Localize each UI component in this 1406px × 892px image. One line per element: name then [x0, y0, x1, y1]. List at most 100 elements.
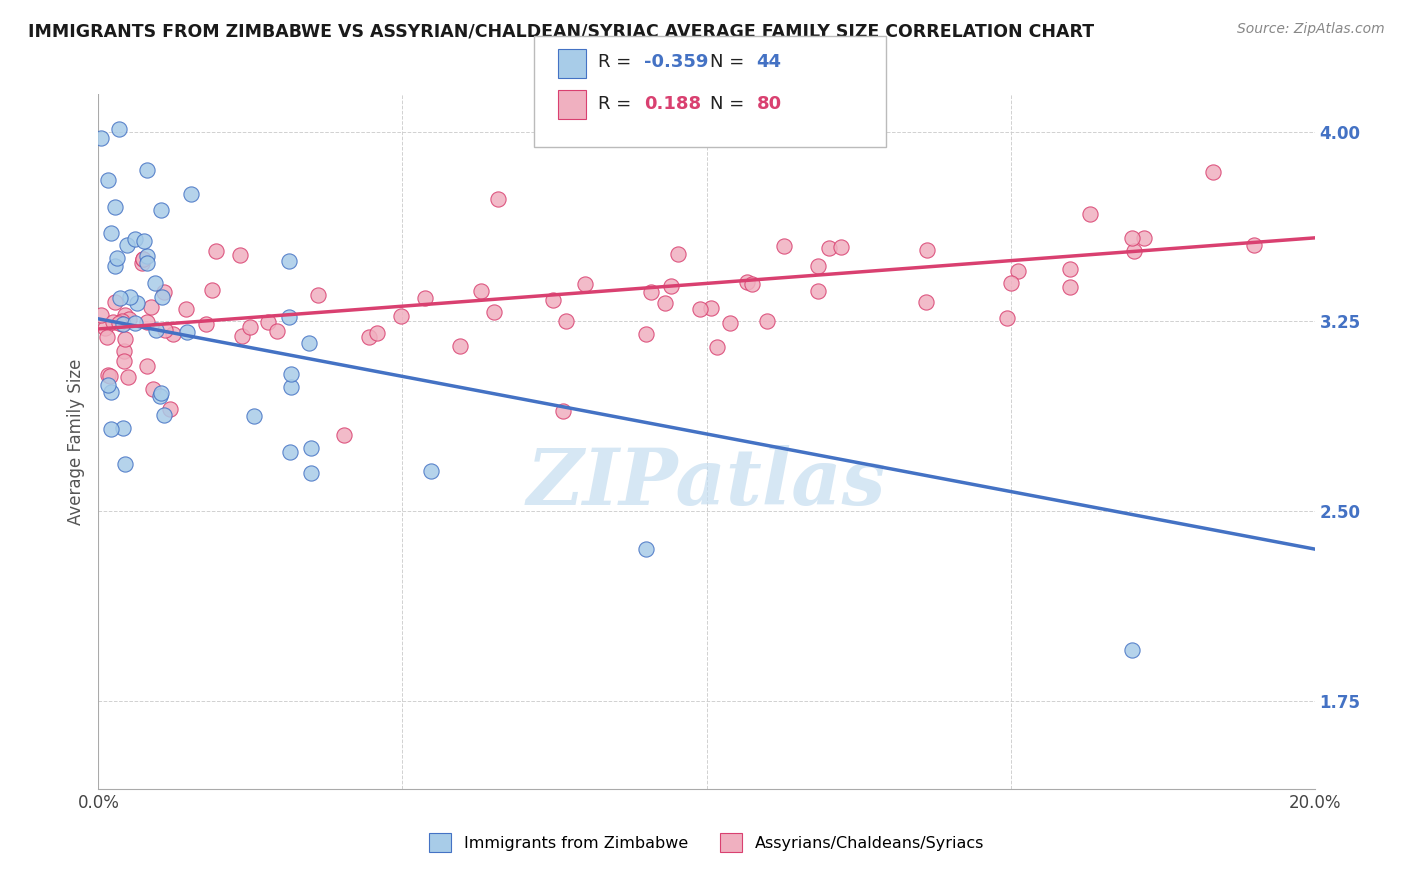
Text: ZIPatlas: ZIPatlas — [527, 445, 886, 522]
Legend: Immigrants from Zimbabwe, Assyrians/Chaldeans/Syriacs: Immigrants from Zimbabwe, Assyrians/Chal… — [422, 827, 991, 858]
Point — [239, 320, 262, 334]
Point — [142, 382, 165, 396]
Point — [1059, 261, 1081, 276]
Point — [1133, 231, 1156, 245]
Point — [228, 248, 250, 262]
Point — [634, 542, 657, 557]
Point — [204, 244, 226, 258]
Point — [280, 367, 302, 381]
Point — [136, 162, 159, 177]
Y-axis label: Average Family Size: Average Family Size — [66, 359, 84, 524]
Point — [136, 315, 159, 329]
Text: N =: N = — [710, 54, 749, 71]
Point — [124, 317, 146, 331]
Point — [101, 314, 124, 328]
Point — [1059, 279, 1081, 293]
Point — [574, 277, 596, 292]
Point — [94, 320, 117, 334]
Point — [914, 294, 936, 309]
Point — [114, 457, 136, 471]
Point — [1201, 165, 1223, 179]
Point — [307, 287, 329, 301]
Point — [555, 314, 578, 328]
Point — [449, 339, 471, 353]
Point — [654, 295, 676, 310]
Text: -0.359: -0.359 — [644, 54, 709, 71]
Point — [120, 290, 142, 304]
Point — [201, 283, 224, 297]
Point — [419, 464, 441, 478]
Text: N =: N = — [710, 95, 749, 113]
Point — [299, 441, 322, 455]
Point — [100, 385, 122, 400]
Point — [706, 340, 728, 354]
Point — [134, 234, 156, 248]
Point — [1007, 264, 1029, 278]
Point — [112, 353, 135, 368]
Point — [174, 302, 197, 317]
Point — [139, 300, 162, 314]
Point — [132, 252, 155, 266]
Point — [741, 277, 763, 292]
Point — [1121, 231, 1143, 245]
Point — [149, 389, 172, 403]
Point — [150, 290, 173, 304]
Point — [756, 314, 779, 328]
Point — [90, 308, 112, 322]
Point — [162, 327, 184, 342]
Point — [807, 285, 830, 299]
Point — [124, 232, 146, 246]
Point — [299, 466, 322, 480]
Point — [277, 253, 299, 268]
Point — [98, 368, 121, 383]
Point — [136, 249, 159, 263]
Text: IMMIGRANTS FROM ZIMBABWE VS ASSYRIAN/CHALDEAN/SYRIAC AVERAGE FAMILY SIZE CORRELA: IMMIGRANTS FROM ZIMBABWE VS ASSYRIAN/CHA… — [28, 22, 1094, 40]
Point — [541, 293, 564, 307]
Point — [359, 329, 381, 343]
Point — [470, 285, 492, 299]
Point — [150, 202, 173, 217]
Point — [231, 329, 253, 343]
Point — [915, 243, 938, 257]
Point — [280, 380, 302, 394]
Point — [115, 238, 138, 252]
Point — [830, 240, 852, 254]
Point — [634, 326, 657, 341]
Point — [735, 275, 758, 289]
Point — [482, 304, 505, 318]
Point — [243, 409, 266, 423]
Point — [773, 238, 796, 252]
Point — [366, 326, 388, 340]
Point — [127, 296, 149, 310]
Point — [553, 403, 575, 417]
Point — [100, 226, 122, 240]
Point — [1078, 207, 1101, 221]
Point — [1123, 244, 1146, 259]
Point — [155, 323, 177, 337]
Point — [100, 421, 122, 435]
Point — [640, 285, 662, 299]
Point — [700, 301, 723, 315]
Point — [104, 259, 127, 273]
Point — [152, 409, 174, 423]
Point — [90, 131, 112, 145]
Point — [104, 200, 127, 214]
Point — [278, 445, 301, 459]
Point — [97, 378, 120, 392]
Text: Source: ZipAtlas.com: Source: ZipAtlas.com — [1237, 22, 1385, 37]
Text: 80: 80 — [756, 95, 782, 113]
Point — [194, 318, 217, 332]
Point — [136, 359, 159, 374]
Point — [104, 295, 127, 310]
Point — [176, 325, 198, 339]
Point — [807, 259, 830, 273]
Point — [180, 187, 202, 202]
Point — [112, 344, 135, 359]
Point — [413, 291, 436, 305]
Point — [389, 310, 412, 324]
Text: R =: R = — [598, 95, 643, 113]
Point — [1243, 238, 1265, 252]
Text: 0.188: 0.188 — [644, 95, 702, 113]
Point — [111, 318, 134, 332]
Point — [149, 386, 172, 401]
